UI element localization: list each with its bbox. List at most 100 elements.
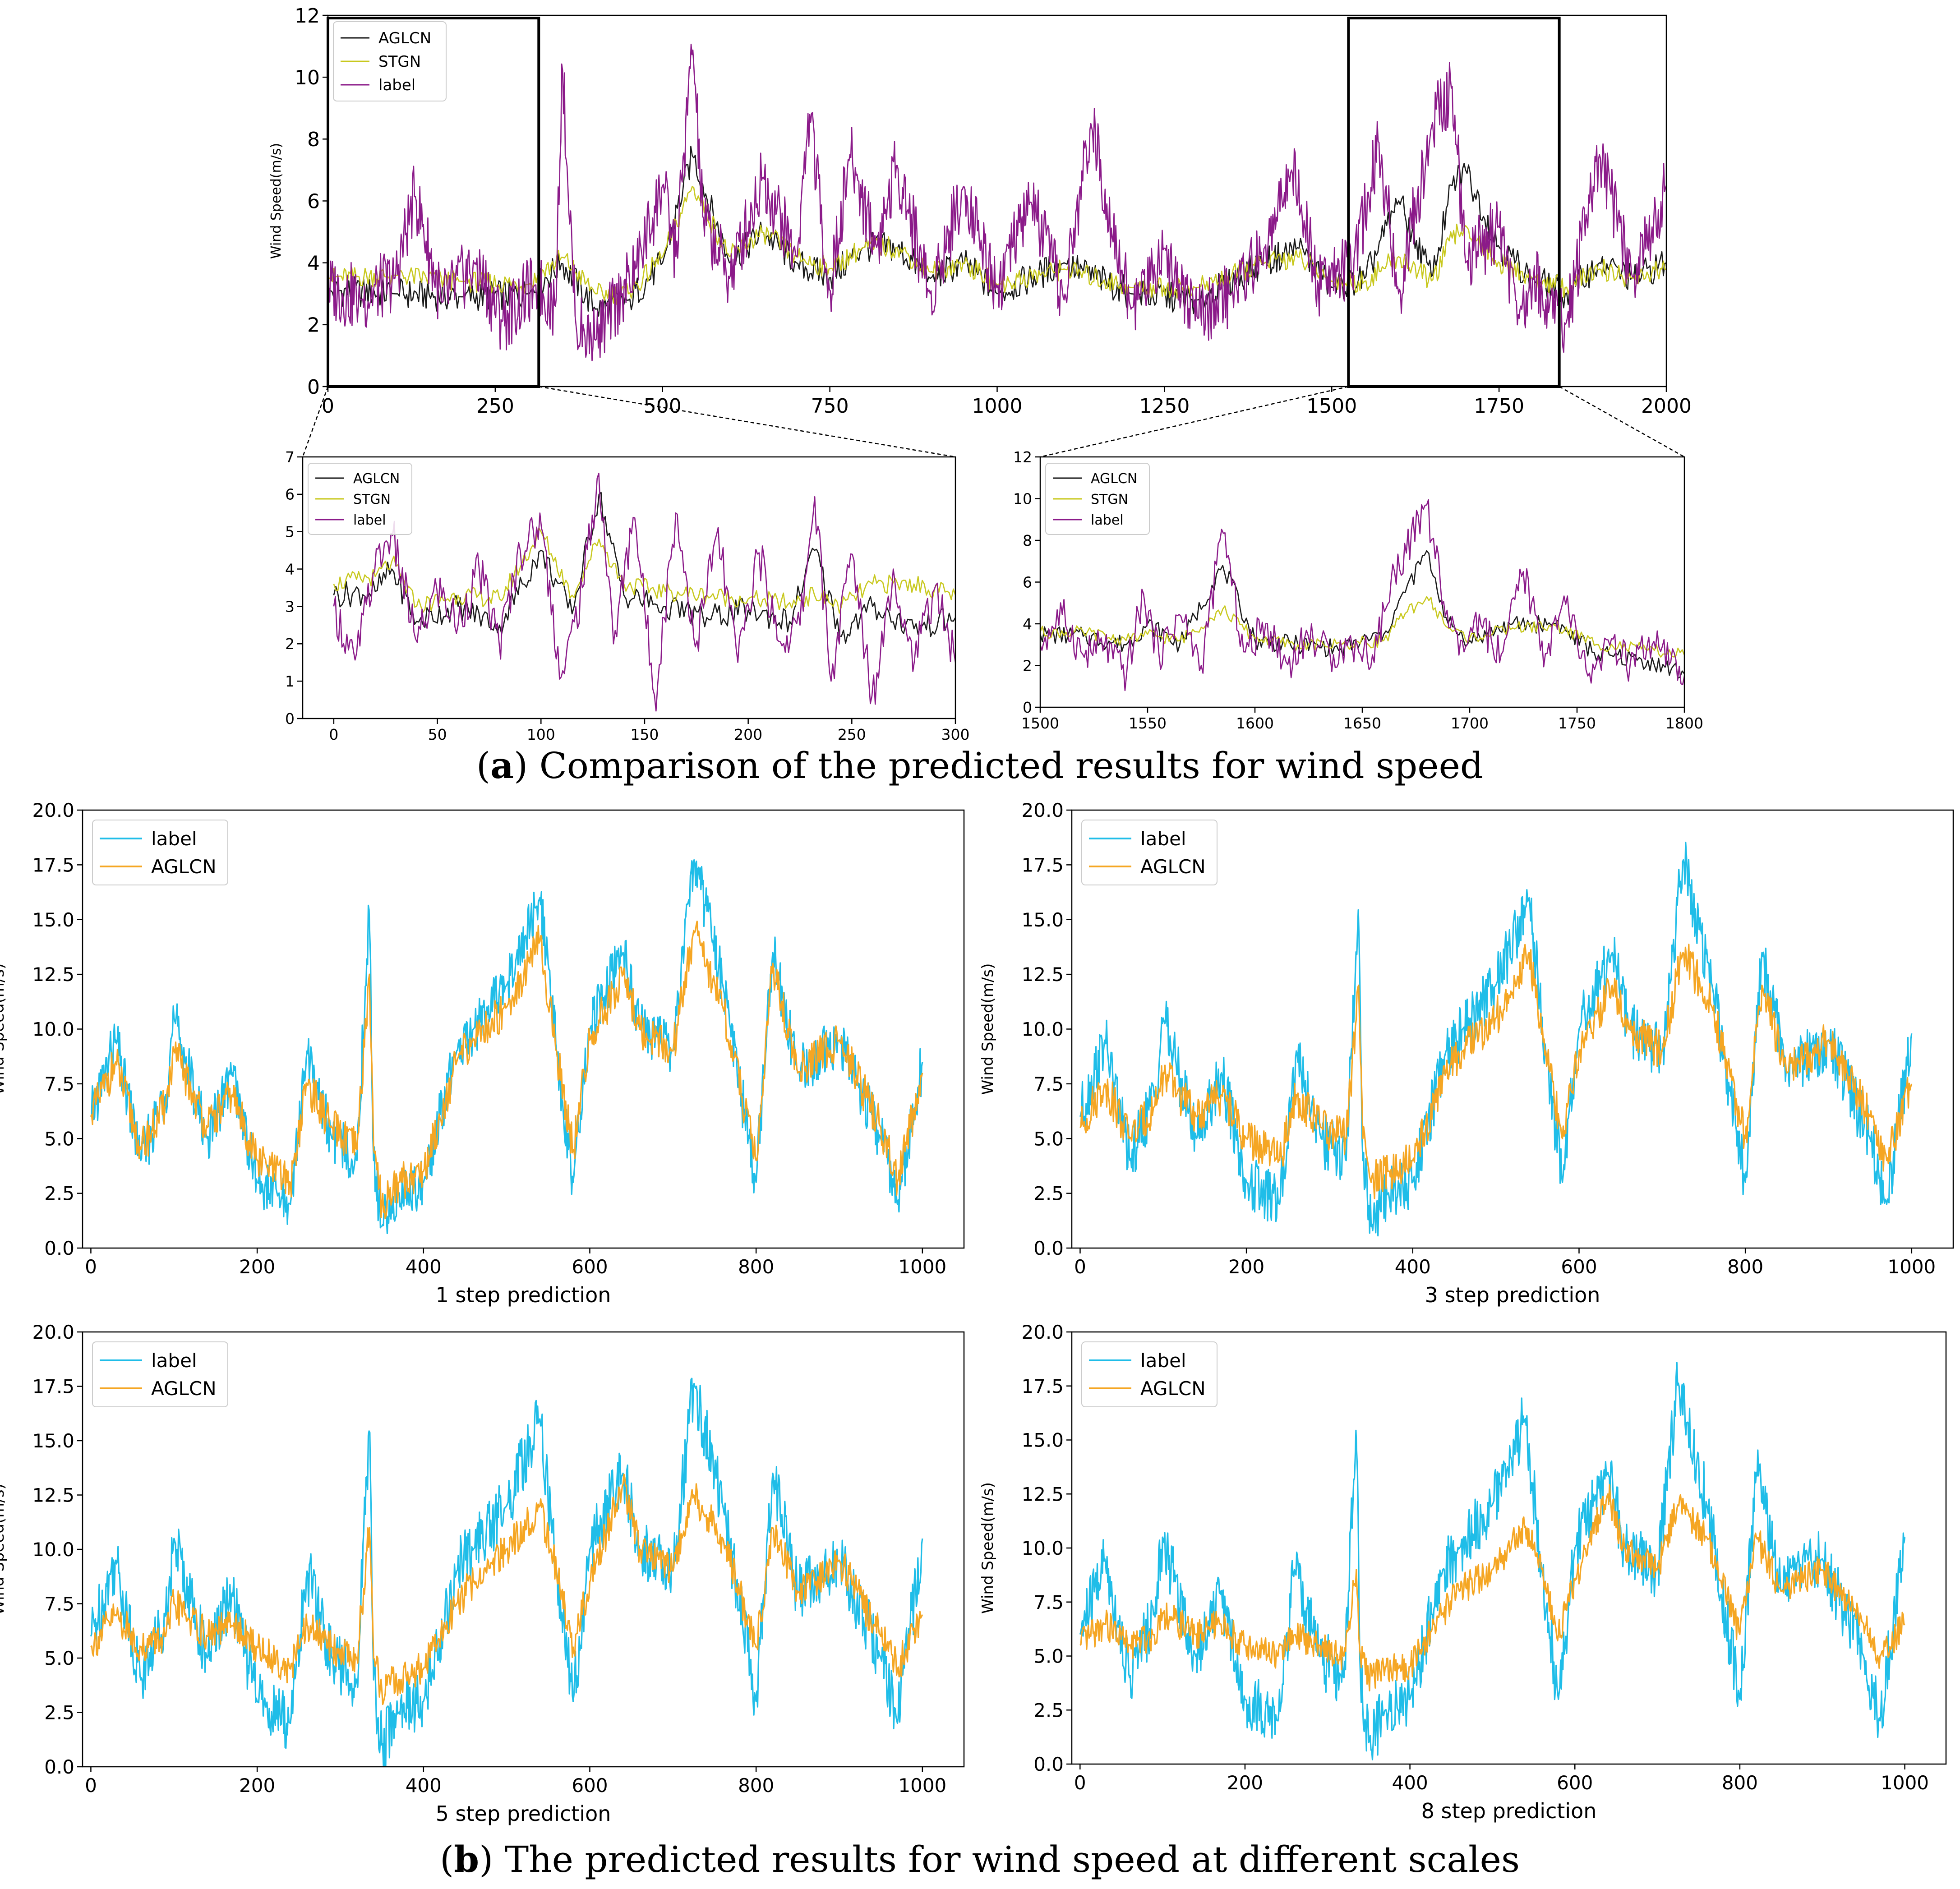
y-tick-label: 2 xyxy=(1023,657,1032,674)
x-tick-label: 800 xyxy=(738,1256,774,1278)
x-tick-label: 2000 xyxy=(1641,395,1692,418)
y-tick-label: 4 xyxy=(1023,615,1032,633)
x-tick-label: 50 xyxy=(428,726,447,743)
x-tick-label: 0 xyxy=(322,395,334,418)
y-tick-label: 8 xyxy=(1023,532,1032,549)
zoom-box xyxy=(1347,17,1561,388)
y-tick-label: 10.0 xyxy=(1021,1018,1064,1041)
plot-area xyxy=(83,810,964,1248)
y-tick-label: 7.5 xyxy=(44,1593,74,1615)
x-tick-label: 1750 xyxy=(1474,395,1524,418)
x-tick-label: 200 xyxy=(734,726,762,743)
x-tick-label: 1600 xyxy=(1236,714,1274,732)
x-tick-label: 400 xyxy=(1392,1772,1428,1794)
panel-a-caption-letter: a xyxy=(490,744,514,787)
y-tick-label: 0 xyxy=(285,710,295,728)
x-tick-label: 200 xyxy=(1228,1256,1264,1278)
legend-label-stgn: STGN xyxy=(1091,492,1128,507)
y-tick-label: 15.0 xyxy=(1021,1429,1064,1451)
x-tick-label: 400 xyxy=(406,1256,442,1278)
y-tick-label: 0 xyxy=(307,376,320,399)
legend-label-aglcn: AGLCN xyxy=(1091,471,1137,487)
y-tick-label: 20.0 xyxy=(1021,799,1064,821)
series-line-aglcn xyxy=(90,1473,923,1705)
zoom-connector xyxy=(539,386,956,458)
x-tick-label: 0 xyxy=(1074,1772,1086,1794)
series-group xyxy=(90,1378,923,1767)
chart-b3: 0 200 400 600 800 1000 0.0 2.5 5.0 7.5 10.0 12.5 15.… xyxy=(0,1321,965,1826)
legend-label-aglcn: AGLCN xyxy=(151,856,217,878)
x-tick-label: 0 xyxy=(85,1774,97,1797)
legend-label-aglcn: AGLCN xyxy=(378,29,431,47)
legend: label AGLCN xyxy=(92,1341,228,1407)
legend-label-label: label xyxy=(151,1350,197,1372)
series-group xyxy=(333,473,955,712)
y-tick-label: 2.5 xyxy=(44,1183,74,1205)
legend-box xyxy=(1045,463,1150,535)
y-tick-label: 5.0 xyxy=(44,1647,74,1669)
series-line-stgn xyxy=(328,185,1666,305)
x-tick-label: 800 xyxy=(1727,1256,1763,1278)
chart-b4: 0 200 400 600 800 1000 0.0 2.5 5.0 7.5 10.0 12.5 15.… xyxy=(979,1321,1947,1823)
series-group xyxy=(1079,1362,1906,1760)
x-tick-label: 1000 xyxy=(898,1774,946,1797)
series-line-aglcn xyxy=(328,146,1666,321)
panel-b-caption-text: ) The predicted results for wind speed a… xyxy=(479,1838,1520,1880)
legend-label-stgn: STGN xyxy=(353,492,391,507)
zoom-connector xyxy=(1559,386,1685,458)
y-tick-label: 6 xyxy=(1023,573,1032,591)
y-axis-label: Wind Speed(m/s) xyxy=(0,1484,8,1615)
y-tick-label: 15.0 xyxy=(32,909,74,931)
legend-label-aglcn: AGLCN xyxy=(1140,856,1206,878)
y-tick-label: 7.5 xyxy=(1033,1591,1064,1613)
legend-box xyxy=(1081,820,1218,885)
y-tick-label: 0.0 xyxy=(1033,1753,1064,1775)
series-line-label xyxy=(1079,1362,1906,1760)
plot-area xyxy=(1072,810,1953,1248)
y-tick-label: 17.5 xyxy=(1021,854,1064,876)
series-line-aglcn xyxy=(1079,944,1913,1199)
series-line-aglcn xyxy=(1079,1484,1905,1691)
x-tick-label: 250 xyxy=(838,726,866,743)
y-axis-label: Wind Speed(m/s) xyxy=(979,963,997,1095)
x-tick-label: 0 xyxy=(85,1256,97,1278)
x-tick-label: 800 xyxy=(738,1774,774,1797)
legend-label-aglcn: AGLCN xyxy=(1140,1378,1206,1400)
y-tick-label: 7 xyxy=(285,448,295,466)
legend-label-label: label xyxy=(1140,828,1186,850)
legend: label AGLCN xyxy=(92,820,228,885)
plot-area xyxy=(83,1332,964,1767)
y-tick-label: 15.0 xyxy=(32,1430,74,1452)
y-tick-label: 15.0 xyxy=(1021,909,1064,931)
x-tick-label: 200 xyxy=(1227,1772,1263,1794)
y-tick-label: 1 xyxy=(285,673,295,690)
x-tick-label: 200 xyxy=(239,1774,275,1797)
y-tick-label: 7.5 xyxy=(1033,1073,1064,1095)
x-tick-label: 600 xyxy=(1561,1256,1597,1278)
x-tick-label: 500 xyxy=(644,395,682,418)
series-group xyxy=(328,43,1666,362)
series-line-label xyxy=(328,43,1666,362)
x-tick-label: 1750 xyxy=(1558,714,1596,732)
legend-box xyxy=(1081,1341,1218,1407)
y-tick-label: 10 xyxy=(295,66,320,89)
series-line-label xyxy=(90,1378,923,1767)
legend-label-label: label xyxy=(151,828,197,850)
chart-a-main: 0 250 500 750 1000 1250 1500 1750 2000 0 2 4 6 8 10 12 W… xyxy=(268,5,1692,418)
y-tick-label: 6 xyxy=(285,486,295,503)
series-group xyxy=(1040,499,1684,691)
chart-a-zoom1: 0 50 100 150 200 250 300 0 1 2 3 4 5 6 7 AGLCN STGN label xyxy=(285,448,970,743)
y-tick-label: 12.5 xyxy=(1021,963,1064,986)
y-tick-label: 4 xyxy=(307,252,320,275)
y-tick-label: 5.0 xyxy=(1033,1128,1064,1150)
legend-label-label: label xyxy=(353,512,386,528)
x-axis-label: 1 step prediction xyxy=(436,1283,611,1307)
x-tick-label: 0 xyxy=(329,726,338,743)
y-tick-label: 10 xyxy=(1013,490,1032,507)
legend-box xyxy=(308,463,412,535)
panel-b-caption-open-paren: ( xyxy=(440,1838,454,1880)
y-tick-label: 3 xyxy=(285,598,295,615)
y-tick-label: 10.0 xyxy=(32,1018,74,1041)
zoom-box xyxy=(327,17,540,388)
